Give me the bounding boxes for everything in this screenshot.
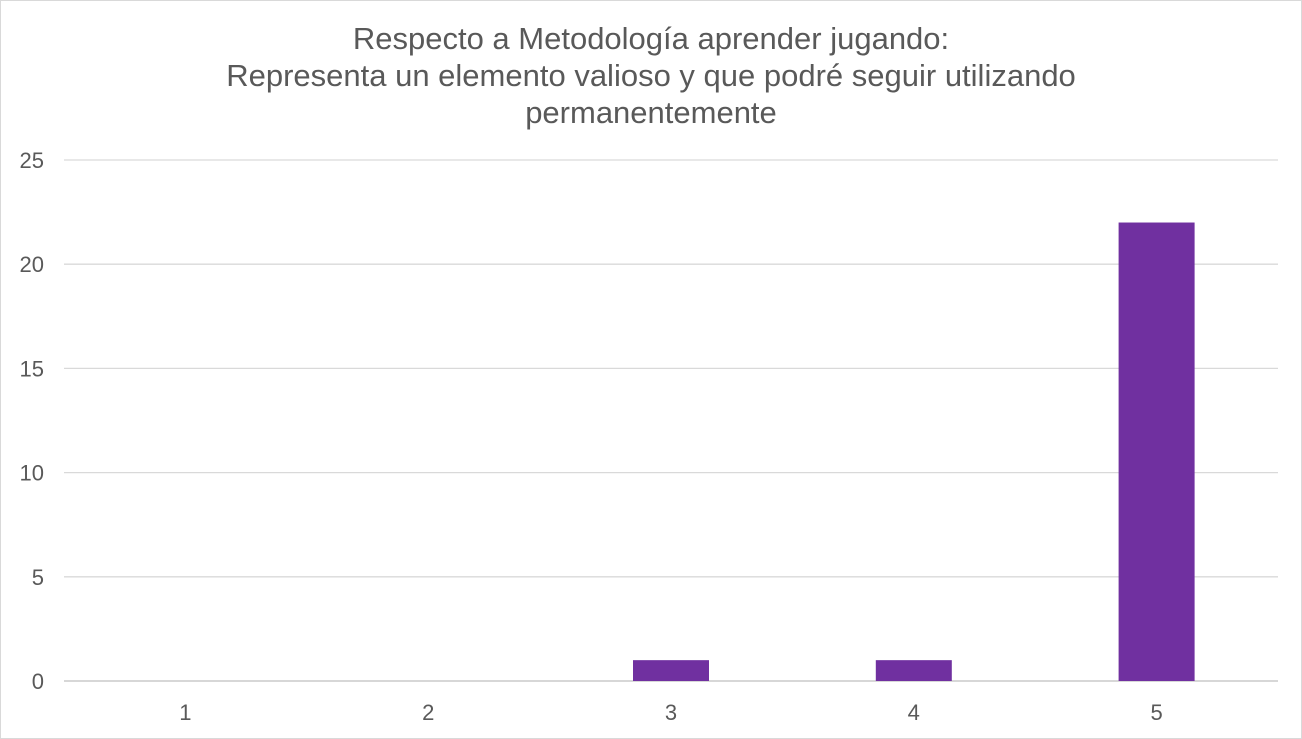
chart-title-line-1: Respecto a Metodología aprender jugando: [352,21,950,56]
bar [633,660,709,681]
chart-title-line-2: Representa un elemento valioso y que pod… [226,58,1076,93]
y-tick-label: 0 [32,669,44,694]
chart-title: Respecto a Metodología aprender jugando:… [0,20,1302,131]
bar [1118,222,1195,681]
chart-title-line-3: permanentemente [525,95,777,130]
y-tick-label: 10 [20,461,44,486]
y-tick-label: 25 [20,148,44,173]
y-tick-label: 15 [20,356,44,381]
y-tick-label: 5 [32,565,44,590]
x-tick-label: 4 [908,700,920,725]
y-tick-label: 20 [20,252,44,277]
x-tick-label: 1 [179,700,191,725]
bar [875,660,952,681]
x-tick-label: 5 [1150,700,1162,725]
x-tick-label: 2 [422,700,434,725]
x-tick-label: 3 [665,700,677,725]
